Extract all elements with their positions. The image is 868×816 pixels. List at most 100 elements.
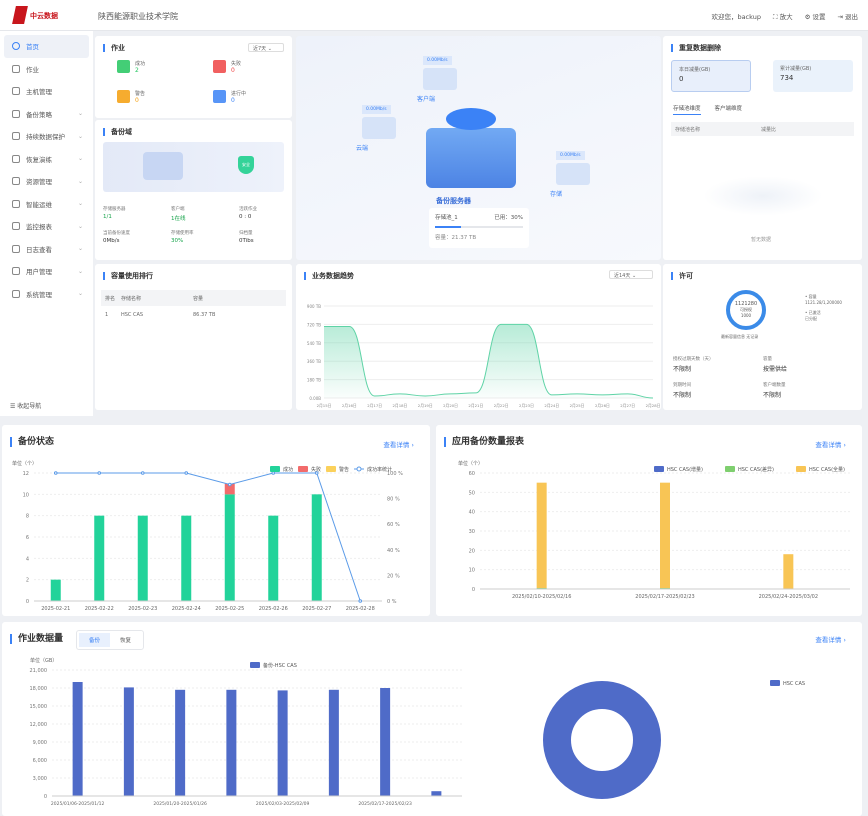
node-illustration [362,117,396,139]
zoom-button[interactable]: ⛶ 放大 [772,13,793,21]
license-item: 到期时间 不限制 [673,383,692,399]
y-axis-label: 单位（个） [458,460,483,467]
y-tick-label: 9,000 [33,740,47,746]
x-tick-label: 2月20日 [443,403,458,408]
x-tick-label: 2025/02/03-2025/02/09 [256,801,310,807]
sidebar: 首页 作业 主机管理 备份策略 ⌄ 持续数据保护 ⌄ 恢复演练 ⌄ 资源管理 ⌄ 智能运维 ⌄ 监控报表 ⌄… [0,31,93,416]
bar [50,579,61,601]
trend-range-select[interactable]: 近14天 ⌄ [609,270,653,279]
y2-tick-label: 0 % [387,599,397,605]
y-tick-label: 10 [23,492,29,498]
x-tick-label: 2025-02-24 [172,606,201,612]
dedup-table-header: 存储池名称 减量比 [671,122,854,136]
menu-icon [12,109,20,118]
license-item: 容量 按需供给 [763,357,788,373]
job-stat[interactable]: 警告 0 [117,90,145,104]
storage-pool-card: 存储池_1 已用：30% 容量：21.37 TB [429,208,529,248]
y-tick-label: 12 [23,471,29,477]
domain-stat: 存储服务器 1/1 [103,207,126,220]
tab-backup[interactable]: 备份 [79,633,111,647]
sidebar-item[interactable]: 主机管理 [0,80,93,103]
tab-pool[interactable]: 存储池维度 [673,104,701,115]
node-illustration [556,163,590,185]
topology-panel: 0.00Mb/s 客户端 0.00Mb/s 云端 0.00Mb/s 存储 备份服务器 存储… [296,36,661,260]
sidebar-item[interactable]: 资源管理 ⌄ [0,170,93,193]
logout-icon: ⇥ [837,13,845,21]
menu-icon [12,244,20,253]
view-details-link[interactable]: 查看详情 › [815,441,846,449]
fullscreen-icon: ⛶ [772,13,780,21]
gear-icon: ⚙ [804,13,813,21]
dedup-card: 重复数据删除 本日减量(GB) 0 累计减量(GB) 734 存储池维度 客户端维度… [663,36,862,260]
job-stat[interactable]: 失败 0 [213,60,241,74]
job-status-icon [117,60,130,73]
tab-client[interactable]: 客户端维度 [714,106,743,112]
collapse-nav-button[interactable]: ☰ 收起导航 [10,403,42,410]
today-reduction[interactable]: 本日减量(GB) 0 [671,60,751,92]
legend-swatch [725,466,735,472]
job-status-icon [213,90,226,103]
y-tick-label: 0 [26,599,29,605]
legend-label: 成功率统计 [367,466,392,473]
bar [660,482,670,589]
legend-swatch [270,466,280,472]
x-tick-label: 2025-02-28 [346,606,375,612]
sidebar-item[interactable]: 系统管理 ⌄ [0,283,93,306]
y-tick-label: 360 TB [307,359,321,364]
y2-tick-label: 80 % [387,497,400,503]
chevron-down-icon: ⌄ [77,245,83,253]
y-tick-label: 2 [26,578,29,584]
x-tick-label: 2月22日 [494,403,509,408]
job-stat[interactable]: 进行中 0 [213,90,246,104]
y2-tick-label: 40 % [387,548,400,554]
sidebar-item[interactable]: 日志查看 ⌄ [0,238,93,261]
chevron-down-icon: ⌄ [77,132,83,140]
job-stat[interactable]: 成功 2 [117,60,145,74]
license-card: 许可 1121280 可授权 1000 最新容量信息 无记录 • 容量 1121.28… [663,264,862,410]
x-tick-label: 2月19日 [418,403,433,408]
legend-label: 失败 [311,466,321,473]
view-details-link[interactable]: 查看详情 › [383,441,414,449]
sidebar-item[interactable]: 监控报表 ⌄ [0,215,93,238]
legend-swatch [796,466,806,472]
sidebar-item[interactable]: 用户管理 ⌄ [0,260,93,283]
y-tick-label: 0 [44,794,47,800]
chevron-down-icon: ⌄ [77,290,83,298]
bar [224,494,235,601]
menu-icon [12,132,20,141]
x-tick-label: 2025/01/06-2025/01/12 [51,801,105,807]
x-tick-label: 2025-02-27 [302,606,331,612]
range-select[interactable]: 近7天 ⌄ [248,43,284,52]
sidebar-item[interactable]: 恢复演练 ⌄ [0,148,93,171]
job-volume-chart: 单位（GB） 0 3,000 6,000 9,000 12,000 15,000 18,000… [30,657,462,807]
legend-label: HSC CAS(差异) [738,466,774,473]
domain-stat: 当前备份速度 0Mb/s [103,231,130,244]
chevron-down-icon: ⌄ [77,222,83,230]
legend-label: HSC CAS(全量) [809,466,845,473]
sidebar-item[interactable]: 首页 [4,35,89,58]
logout-button[interactable]: ⇥ 退出 [837,13,858,21]
sidebar-item[interactable]: 作业 [0,58,93,81]
y-tick-label: 0.00B [309,396,321,401]
line-point [358,599,363,603]
trend-line [323,323,654,399]
bar [226,689,237,796]
table-row[interactable]: 1 HSC CAS 86.37 TB [105,312,216,318]
tab-restore[interactable]: 恢复 [120,638,132,644]
x-tick-label: 2025/02/10-2025/02/16 [512,594,571,600]
x-tick-label: 2月24日 [544,403,559,408]
capacity-ranking-card: 容量使用排行 排名 存储名称 容量 1 HSC CAS 86.37 TB [95,264,292,410]
line-point [140,471,145,475]
sidebar-item[interactable]: 备份策略 ⌄ [0,103,93,126]
license-item: 客户端数量 不限制 [763,383,786,399]
sidebar-item[interactable]: 持续数据保护 ⌄ [0,125,93,148]
sidebar-item[interactable]: 智能运维 ⌄ [0,193,93,216]
view-details-link[interactable]: 查看详情 › [815,636,846,644]
y-tick-label: 180 TB [307,378,321,383]
settings-button[interactable]: ⚙ 设置 [804,13,826,21]
y-axis-label: 单位（GB） [30,657,57,664]
total-reduction[interactable]: 累计减量(GB) 734 [773,60,853,92]
x-tick-label: 2025/02/24-2025/03/02 [759,594,818,600]
y-tick-label: 6 [26,535,29,541]
legend-swatch [770,680,780,686]
